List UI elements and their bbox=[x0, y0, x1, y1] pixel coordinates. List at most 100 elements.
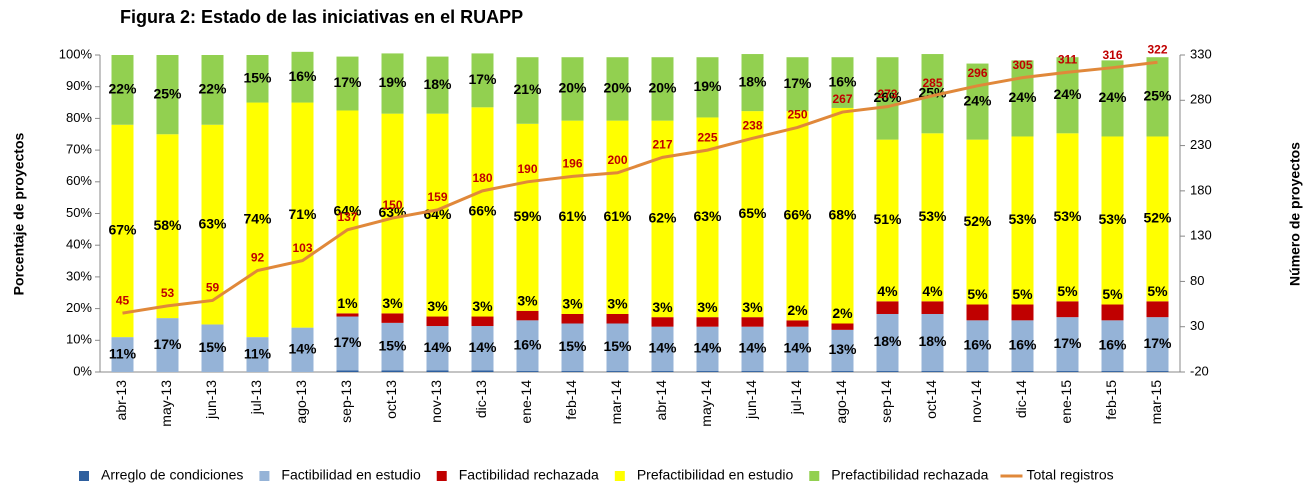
bar-segment bbox=[651, 120, 674, 318]
data-label: 74% bbox=[243, 211, 272, 227]
bar-segment bbox=[606, 313, 629, 324]
x-tick-label: may-13 bbox=[158, 380, 174, 427]
bar-segment bbox=[561, 313, 584, 324]
data-label: 64% bbox=[333, 203, 362, 219]
x-tick-label: jul-13 bbox=[248, 380, 264, 415]
data-label: 22% bbox=[198, 81, 227, 97]
bar-segment bbox=[516, 57, 539, 124]
bar-segment bbox=[426, 326, 449, 371]
data-label: 53% bbox=[1008, 211, 1037, 227]
line-label: 250 bbox=[787, 108, 807, 122]
bar-segment bbox=[381, 113, 404, 314]
data-label: 18% bbox=[918, 333, 947, 349]
data-label: 4% bbox=[922, 283, 943, 299]
data-label: 3% bbox=[652, 299, 673, 315]
bar-segment bbox=[156, 55, 179, 135]
data-label: 14% bbox=[648, 340, 677, 356]
x-tick-label: oct-14 bbox=[923, 380, 939, 419]
data-label: 17% bbox=[468, 71, 497, 87]
legend-label: Arreglo de condiciones bbox=[101, 467, 243, 483]
data-label: 11% bbox=[244, 345, 272, 361]
y-tick-label: 70% bbox=[66, 142, 92, 157]
data-label: 15% bbox=[378, 337, 407, 353]
data-label: 3% bbox=[697, 299, 718, 315]
data-label: 11% bbox=[109, 345, 137, 361]
y2-axis-label: Número de proyectos bbox=[1287, 142, 1303, 286]
y2-tick-label: 130 bbox=[1190, 228, 1212, 243]
bar-segment bbox=[336, 313, 359, 317]
data-label: 18% bbox=[738, 73, 767, 89]
bar-segment bbox=[246, 337, 269, 372]
bar-segment bbox=[1146, 301, 1169, 318]
bar-segment bbox=[1101, 136, 1124, 305]
bar-segment bbox=[696, 57, 719, 118]
bar-segment bbox=[1146, 317, 1169, 372]
bar-segment bbox=[921, 371, 944, 372]
bar-segment bbox=[1056, 301, 1079, 318]
bar-segment bbox=[381, 313, 404, 323]
bar-segment bbox=[876, 139, 899, 302]
bar-segment bbox=[1056, 133, 1079, 302]
data-label: 16% bbox=[1098, 336, 1127, 352]
data-label: 59% bbox=[513, 208, 542, 224]
bar-segment bbox=[921, 54, 944, 134]
bar-segment bbox=[561, 323, 584, 372]
bar-segment bbox=[111, 55, 134, 125]
data-label: 4% bbox=[877, 283, 898, 299]
bar-segment bbox=[606, 371, 629, 372]
y2-tick-label: -20 bbox=[1190, 363, 1209, 378]
bar-segment bbox=[921, 133, 944, 302]
bar-segment bbox=[561, 57, 584, 121]
bar-segment bbox=[426, 370, 449, 372]
line-label: 92 bbox=[251, 251, 265, 265]
data-label: 5% bbox=[1102, 286, 1123, 302]
bar-segment bbox=[606, 57, 629, 121]
x-tick-label: sep-14 bbox=[878, 380, 894, 423]
bar-segment bbox=[111, 124, 134, 338]
data-label: 14% bbox=[423, 339, 452, 355]
bar-segment bbox=[876, 301, 899, 314]
bar-segment bbox=[606, 120, 629, 314]
data-label: 19% bbox=[693, 78, 722, 94]
data-label: 52% bbox=[963, 213, 992, 229]
data-label: 67% bbox=[108, 222, 137, 238]
data-label: 66% bbox=[468, 203, 497, 219]
data-label: 5% bbox=[1012, 286, 1033, 302]
y-tick-label: 50% bbox=[66, 205, 92, 220]
line-label: 137 bbox=[337, 210, 357, 224]
data-label: 61% bbox=[603, 208, 632, 224]
line-label: 53 bbox=[161, 286, 175, 300]
bar-segment bbox=[156, 134, 179, 319]
data-label: 68% bbox=[828, 206, 857, 222]
data-label: 16% bbox=[288, 68, 317, 84]
x-tick-label: ene-14 bbox=[518, 380, 534, 424]
y-tick-label: 60% bbox=[66, 173, 92, 188]
bar-segment bbox=[696, 317, 719, 327]
data-label: 53% bbox=[1098, 211, 1127, 227]
bar-segment bbox=[291, 102, 314, 328]
data-label: 2% bbox=[832, 305, 853, 321]
x-tick-label: feb-14 bbox=[563, 380, 579, 420]
data-label: 16% bbox=[963, 336, 992, 352]
bar-segment bbox=[1146, 371, 1169, 372]
line-label: 305 bbox=[1012, 58, 1032, 72]
data-label: 16% bbox=[1008, 336, 1037, 352]
y-tick-label: 40% bbox=[66, 237, 92, 252]
bar-segment bbox=[1101, 60, 1124, 137]
data-label: 3% bbox=[562, 296, 583, 312]
bar-segment bbox=[471, 53, 494, 108]
bar-segment bbox=[741, 326, 764, 372]
data-label: 20% bbox=[648, 80, 677, 96]
data-label: 3% bbox=[472, 298, 493, 314]
bar-segment bbox=[246, 102, 269, 338]
x-tick-label: jun-13 bbox=[203, 380, 219, 420]
bar-segment bbox=[786, 320, 809, 327]
y-tick-label: 80% bbox=[66, 110, 92, 125]
x-tick-label: abr-13 bbox=[113, 380, 129, 421]
bar-segment bbox=[876, 57, 899, 140]
bar-segment bbox=[516, 310, 539, 321]
line-label: 311 bbox=[1058, 52, 1078, 66]
bar-segment bbox=[921, 313, 944, 372]
x-tick-label: nov-13 bbox=[428, 380, 444, 423]
y-tick-label: 90% bbox=[66, 78, 92, 93]
